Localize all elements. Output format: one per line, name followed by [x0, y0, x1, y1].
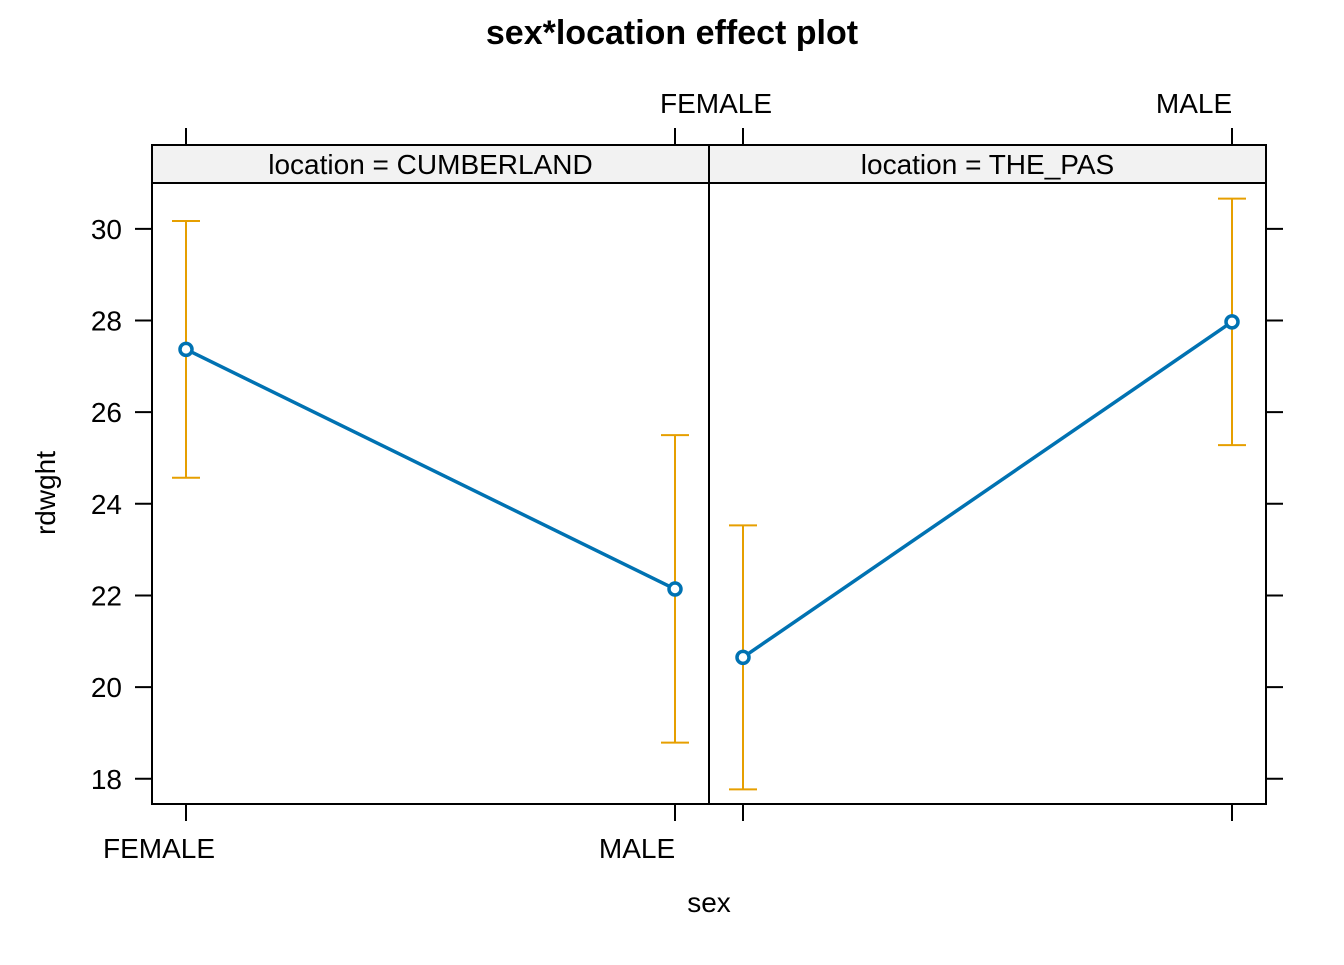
strip-background [151, 144, 710, 184]
x-tick-label: MALE [599, 833, 675, 864]
y-tick-label: 30 [91, 214, 122, 245]
y-tick-label: 26 [91, 397, 122, 428]
fit-point [667, 581, 683, 597]
x-tick-label: FEMALE [103, 833, 215, 864]
y-axis-label: rdwght [30, 451, 61, 535]
strip-label: location = THE_PAS [861, 149, 1114, 180]
x-axis-label: sex [687, 887, 731, 918]
x-tick-label: MALE [1156, 88, 1232, 119]
panel-frame [708, 182, 1267, 805]
panel-frame [151, 182, 710, 805]
strip-label: location = CUMBERLAND [268, 149, 592, 180]
fit-line [742, 320, 1233, 659]
fit-point [1224, 314, 1240, 330]
y-tick-label: 22 [91, 580, 122, 611]
y-tick-label: 18 [91, 764, 122, 795]
fit-point [178, 341, 194, 358]
y-tick-label: 20 [91, 672, 122, 703]
chart-title: sex*location effect plot [486, 14, 858, 52]
y-tick-label: 24 [91, 489, 122, 520]
y-tick-label: 28 [91, 305, 122, 336]
x-tick-label: FEMALE [660, 88, 772, 119]
fit-point [735, 649, 751, 666]
plot-layer: location = CUMBERLAND FEMALE MALE location … [91, 88, 1283, 864]
fit-line [185, 347, 676, 591]
